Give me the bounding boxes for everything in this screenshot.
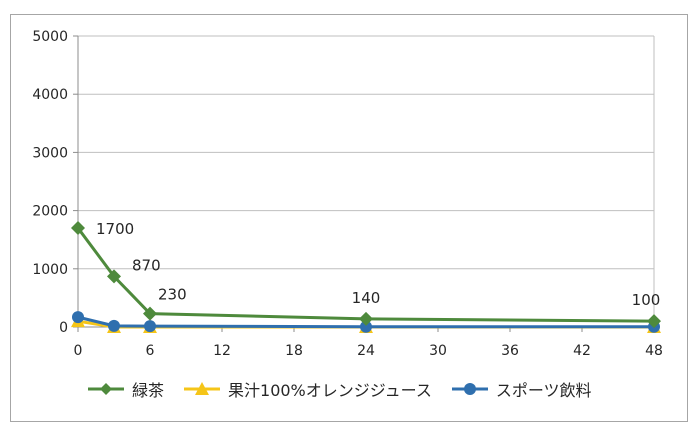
legend-item-orange-juice: 果汁100%オレンジジュース xyxy=(182,377,432,401)
data-label: 870 xyxy=(132,256,161,274)
legend-label-sports-drink: スポーツ飲料 xyxy=(495,381,592,400)
x-tick-label: 0 xyxy=(74,343,83,359)
data-point-circle xyxy=(144,320,156,333)
legend: 緑茶 果汁100%オレンジジュース スポーツ飲料 xyxy=(86,376,610,402)
legend-marker-circle xyxy=(451,383,488,395)
legend-marker-diamond xyxy=(88,383,124,395)
y-tick-label: 1000 xyxy=(32,262,68,278)
x-tick-label: 18 xyxy=(285,343,303,359)
x-tick-labels: 0 6 12 18 24 30 36 42 48 xyxy=(74,343,663,359)
series-line xyxy=(76,227,655,323)
legend-label-orange-juice: 果汁100%オレンジジュース xyxy=(228,381,432,400)
y-tick-label: 3000 xyxy=(32,145,68,161)
y-tick-label: 0 xyxy=(59,320,68,336)
data-label: 1700 xyxy=(96,220,134,238)
data-point-circle xyxy=(108,319,120,332)
series-group xyxy=(71,221,661,333)
data-labels: 1700 870 230 140 100 xyxy=(96,220,660,309)
y-tick-label: 4000 xyxy=(32,87,68,103)
data-label: 140 xyxy=(352,289,381,307)
legend-item-sports-drink: スポーツ飲料 xyxy=(450,377,592,401)
chart-frame xyxy=(10,14,688,422)
data-point-diamond xyxy=(107,269,121,284)
x-tick-label: 30 xyxy=(429,343,447,359)
x-tick-label: 12 xyxy=(213,343,231,359)
grid-lines xyxy=(78,35,655,328)
legend-label-green-tea: 緑茶 xyxy=(132,381,165,400)
x-tick-label: 6 xyxy=(146,343,155,359)
y-tick-label: 5000 xyxy=(32,29,68,45)
data-point-circle xyxy=(72,311,84,324)
data-point-circle xyxy=(360,320,372,333)
y-tick-labels: 0 1000 2000 3000 4000 5000 xyxy=(32,29,68,336)
x-tick-label: 24 xyxy=(357,343,375,359)
x-tick-label: 42 xyxy=(573,343,591,359)
y-tick-label: 2000 xyxy=(32,204,68,220)
data-point-diamond xyxy=(359,311,373,326)
data-point-diamond xyxy=(647,314,661,329)
x-tick-label: 48 xyxy=(645,343,663,359)
data-label: 230 xyxy=(158,286,187,304)
x-tick-label: 36 xyxy=(501,343,519,359)
legend-marker-triangle xyxy=(184,382,221,395)
legend-item-green-tea: 緑茶 xyxy=(86,377,164,401)
data-label: 100 xyxy=(632,291,661,309)
data-point-diamond xyxy=(143,306,157,321)
data-point-diamond xyxy=(71,221,85,236)
